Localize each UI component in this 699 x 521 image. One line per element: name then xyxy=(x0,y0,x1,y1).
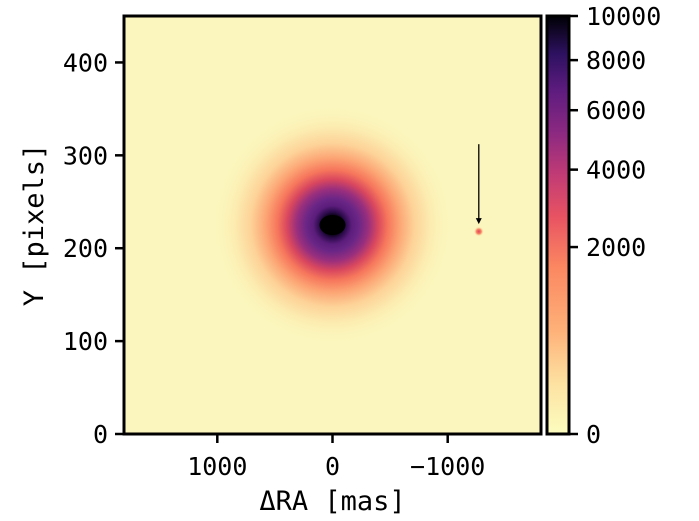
plot-area xyxy=(122,14,543,436)
companion-point-source xyxy=(473,226,484,237)
y-tick-label: 300 xyxy=(63,141,108,170)
arrow-head xyxy=(475,218,482,225)
x-axis-label: ΔRA [mas] xyxy=(259,486,405,517)
x-tick-label: 1000 xyxy=(187,452,247,481)
y-axis-label: Y [pixels] xyxy=(19,144,50,307)
colorbar-tick-label: 8000 xyxy=(586,46,646,75)
companion-arrow xyxy=(475,144,482,225)
colorbar-tick-label: 2000 xyxy=(586,233,646,262)
x-tick-label: 0 xyxy=(325,452,340,481)
image-content xyxy=(124,16,541,434)
colorbar-fill xyxy=(547,16,569,434)
central-star-core xyxy=(319,215,346,235)
y-tick-label: 0 xyxy=(93,420,108,449)
colorbar-tick-label: 10000 xyxy=(586,2,661,31)
x-axis: 1000 0 −1000 xyxy=(187,434,485,481)
y-tick-label: 400 xyxy=(63,48,108,77)
y-tick-label: 100 xyxy=(63,327,108,356)
colorbar-tick-label: 6000 xyxy=(586,96,646,125)
colorbar-frame xyxy=(545,14,571,436)
x-tick-label: −1000 xyxy=(410,452,485,481)
colorbar-tick-label: 4000 xyxy=(586,156,646,185)
y-axis: 0 100 200 300 400 xyxy=(63,48,124,449)
y-tick-label: 200 xyxy=(63,234,108,263)
colorbar: 0 2000 4000 6000 8000 10000 xyxy=(545,2,661,449)
colorbar-tick-label: 0 xyxy=(586,420,601,449)
